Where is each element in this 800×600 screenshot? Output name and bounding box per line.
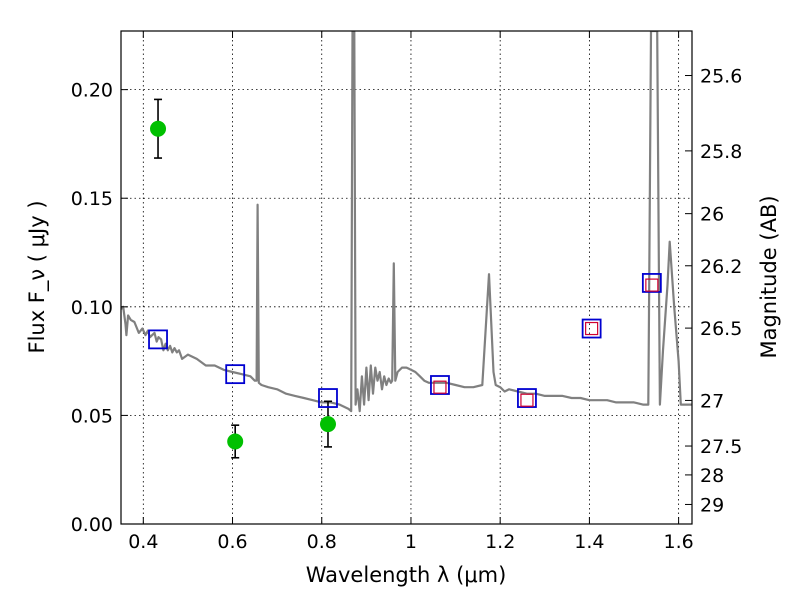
model-square-marker [430,375,450,395]
model-square-marker [641,273,662,293]
y2-tick-label: 27.5 [700,436,742,458]
model-square-marker [517,388,537,408]
data-point [319,416,336,433]
model-square-marker [148,329,168,350]
model-square-marker [318,388,338,408]
x-tick-label: 0.4 [128,531,158,553]
x-tick-label: 1.6 [664,531,694,553]
y2-tick-label: 25.8 [700,141,742,163]
model-spectrum-line [121,31,692,413]
y2-tick-label: 26.5 [700,318,742,340]
y2-tick-label: 26.2 [700,256,742,278]
model-square-marker [225,364,246,385]
x-tick-label: 0.6 [217,531,247,553]
y2-tick-label: 27 [700,390,724,412]
plot-frame [120,30,693,525]
x-axis-label: Wavelength λ (μm) [306,563,507,587]
model-square-marker [581,318,602,339]
y2-tick-label: 26 [700,204,724,226]
data-point [150,120,167,137]
plot-data [121,31,692,459]
x-tick-label: 1.4 [574,531,604,553]
x-tick-label: 1 [405,531,417,553]
y-tick-label: 0.05 [71,405,113,427]
y-tick-label: 0.20 [71,80,113,102]
observed-square-marker [645,278,659,292]
data-point [227,433,244,450]
observed-square-marker [585,321,599,336]
y-tick-label: 0.00 [71,514,113,536]
y2-axis-label: Magnitude (AB) [757,195,781,358]
x-tick-label: 0.8 [307,531,337,553]
y2-tick-label: 28 [700,465,724,487]
y-axis-label: Flux F_ν ( μJy ) [25,200,50,353]
y-tick-label: 0.10 [71,297,113,319]
y-tick-label: 0.15 [71,188,113,210]
y2-tick-label: 29 [700,494,724,516]
observed-square-marker [433,380,447,394]
x-tick-label: 1.2 [485,531,515,553]
y2-tick-label: 25.6 [700,66,742,88]
observed-square-marker [520,393,534,407]
axes: 0.4 0.6 0.8 1 1.2 1.4 1.6 0.00 0.05 0.10 0.15 0.20 2… [71,31,742,553]
